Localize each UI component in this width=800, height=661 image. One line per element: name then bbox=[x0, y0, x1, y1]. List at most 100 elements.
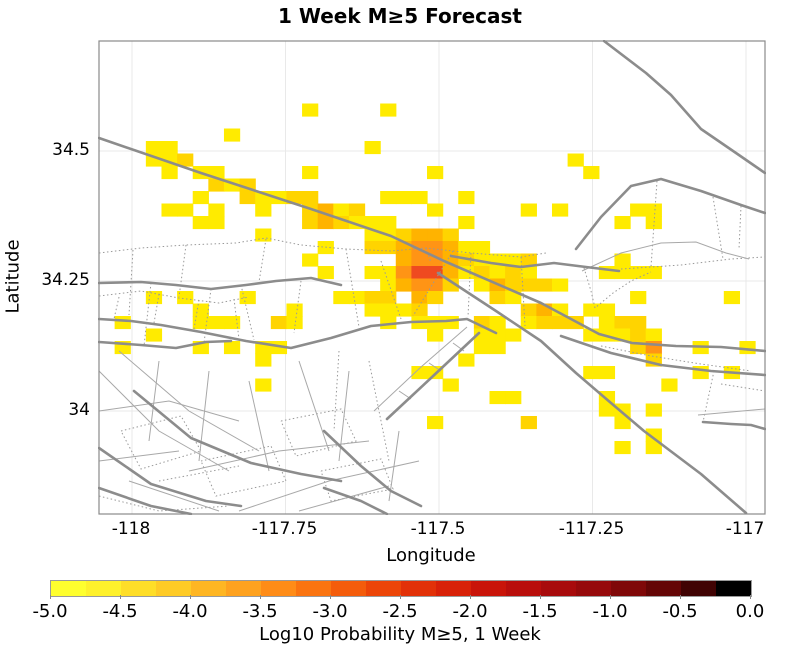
forecast-cell bbox=[380, 103, 397, 117]
colorbar-segment bbox=[716, 581, 751, 596]
colorbar-segment bbox=[401, 581, 436, 596]
forecast-cell bbox=[208, 178, 225, 192]
colorbar-segment bbox=[506, 581, 541, 596]
colorbar-segment bbox=[296, 581, 331, 596]
fault-line-minor bbox=[248, 380, 270, 472]
forecast-cell bbox=[598, 403, 616, 417]
colorbar-tick-label: -2.0 bbox=[452, 601, 488, 622]
forecast-cell bbox=[505, 266, 522, 280]
colorbar-segment bbox=[646, 581, 681, 596]
colorbar-segment bbox=[471, 581, 506, 596]
forecast-cell bbox=[427, 241, 444, 255]
forecast-cell bbox=[614, 253, 631, 267]
colorbar-segment bbox=[226, 581, 261, 596]
forecast-cell bbox=[630, 291, 647, 305]
forecast-cell bbox=[645, 203, 662, 217]
forecast-cell bbox=[255, 378, 272, 392]
forecast-cell bbox=[614, 416, 631, 430]
forecast-cell bbox=[489, 316, 506, 330]
forecast-cell bbox=[427, 166, 444, 180]
forecast-cell bbox=[551, 303, 569, 317]
forecast-cell bbox=[473, 316, 491, 330]
colorbar-segment bbox=[611, 581, 646, 596]
forecast-cell bbox=[551, 316, 569, 330]
fault-line-minor bbox=[98, 370, 230, 472]
forecast-cell bbox=[489, 291, 506, 305]
forecast-cell bbox=[630, 328, 647, 342]
forecast-cell bbox=[598, 316, 616, 330]
forecast-cell bbox=[567, 153, 584, 167]
y-tick-label: 34.5 bbox=[52, 140, 90, 160]
colorbar-segment bbox=[436, 581, 471, 596]
forecast-cell bbox=[583, 366, 600, 380]
forecast-cell bbox=[395, 253, 412, 267]
colorbar-segment bbox=[121, 581, 156, 596]
fault-line bbox=[322, 429, 423, 508]
fault-section-boundary bbox=[467, 252, 472, 318]
fault-section-boundary bbox=[620, 256, 766, 270]
forecast-cell bbox=[208, 316, 225, 330]
fault-line bbox=[132, 389, 343, 483]
forecast-cell bbox=[473, 241, 491, 255]
forecast-cell bbox=[473, 328, 491, 342]
forecast-cell bbox=[302, 103, 319, 117]
forecast-cell bbox=[598, 366, 616, 380]
fault-line-minor bbox=[118, 350, 260, 452]
colorbar-segment bbox=[541, 581, 576, 596]
forecast-cell bbox=[380, 241, 397, 255]
colorbar bbox=[50, 580, 752, 597]
fault-section-boundary bbox=[583, 267, 652, 309]
fault-line-minor bbox=[298, 485, 390, 512]
forecast-cell bbox=[442, 241, 459, 255]
colorbar-tick bbox=[470, 595, 471, 599]
fault-line bbox=[385, 331, 481, 421]
fault-line-minor bbox=[98, 450, 180, 462]
forecast-cell bbox=[395, 278, 412, 292]
fault-line bbox=[701, 420, 766, 431]
fault-line-minor bbox=[298, 360, 330, 452]
forecast-cell bbox=[411, 303, 428, 317]
forecast-cell bbox=[489, 341, 506, 355]
forecast-cell bbox=[302, 253, 319, 267]
forecast-cell bbox=[473, 341, 491, 355]
forecast-cell bbox=[411, 291, 428, 305]
fault-line bbox=[322, 486, 389, 515]
forecast-cell bbox=[739, 341, 756, 355]
forecast-cell bbox=[520, 316, 537, 330]
colorbar-segment bbox=[366, 581, 401, 596]
forecast-cell bbox=[255, 353, 272, 367]
forecast-cell bbox=[364, 266, 381, 280]
forecast-cell bbox=[145, 328, 163, 342]
colorbar-tick-label: -2.5 bbox=[382, 601, 418, 622]
fault-section-boundary bbox=[258, 238, 267, 283]
forecast-cell bbox=[598, 391, 616, 405]
colorbar-tick bbox=[610, 595, 611, 599]
fault-line-minor bbox=[238, 460, 420, 512]
forecast-cell bbox=[458, 241, 475, 255]
forecast-cell bbox=[458, 216, 475, 230]
forecast-cell bbox=[145, 141, 163, 155]
forecast-cell bbox=[614, 441, 631, 455]
x-tick-label: -118 bbox=[111, 519, 151, 539]
forecast-cell bbox=[489, 391, 506, 405]
x-tick-label: -117 bbox=[725, 519, 765, 539]
forecast-cell bbox=[333, 291, 350, 305]
fault-line bbox=[98, 317, 498, 350]
forecast-cell bbox=[583, 303, 600, 317]
colorbar-segment bbox=[191, 581, 226, 596]
fault-line-minor bbox=[697, 408, 766, 416]
forecast-cell bbox=[364, 216, 381, 230]
x-tick-label: -117.75 bbox=[251, 519, 318, 539]
forecast-cell bbox=[520, 416, 537, 430]
fault-section-boundary bbox=[233, 298, 240, 340]
forecast-cell bbox=[551, 203, 569, 217]
forecast-cell bbox=[380, 216, 397, 230]
fault-line bbox=[559, 334, 766, 377]
forecast-cell bbox=[380, 291, 397, 305]
fault-section-boundary bbox=[345, 248, 360, 328]
fault-section-boundary bbox=[98, 495, 230, 512]
fault-section-boundary bbox=[178, 244, 187, 298]
forecast-cell bbox=[427, 228, 444, 242]
forecast-cell bbox=[614, 216, 631, 230]
forecast-cell bbox=[551, 278, 569, 292]
